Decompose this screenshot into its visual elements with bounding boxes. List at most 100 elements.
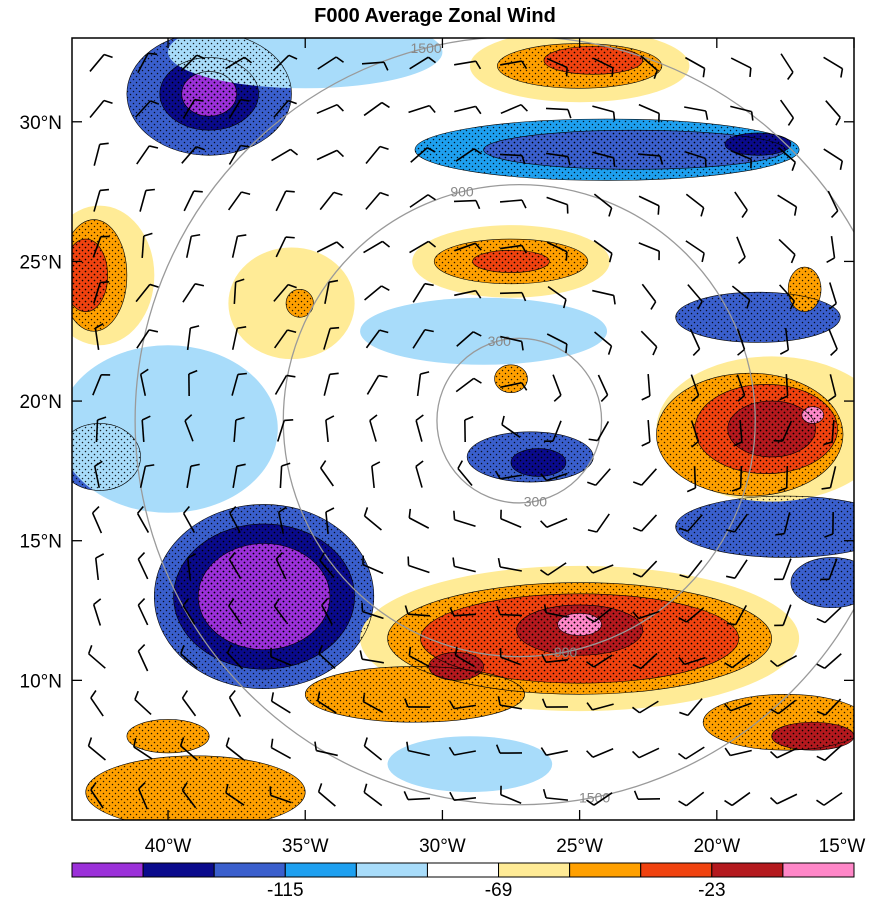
wind-barb	[409, 194, 436, 208]
wind-barb	[816, 745, 842, 762]
x-tick-label: 40°W	[145, 836, 192, 857]
range-ring-label: 300	[524, 493, 548, 509]
x-tick-label: 20°W	[693, 836, 740, 857]
wind-barb	[182, 505, 196, 533]
wind-barb	[319, 552, 335, 578]
wind-barb	[325, 415, 335, 443]
wind-barb	[277, 506, 287, 534]
wind-barb	[733, 419, 743, 447]
wind-barb	[95, 416, 107, 443]
wind-barb	[139, 188, 155, 212]
wind-barb	[93, 460, 103, 488]
wind-barb	[684, 150, 707, 168]
y-tick-label: 10°N	[20, 671, 62, 692]
wind-barb	[499, 648, 522, 666]
stippled-region	[510, 448, 567, 477]
wind-barb	[225, 56, 253, 70]
colorbar: -115-69-232369115	[71, 862, 855, 900]
wind-barb	[730, 57, 752, 77]
wind-barb	[777, 465, 789, 492]
wind-barb	[593, 193, 613, 217]
wind-barb	[464, 415, 474, 443]
wind-barb	[361, 602, 384, 620]
wind-barb	[274, 374, 296, 395]
wind-barb	[823, 56, 844, 78]
wind-barb	[769, 793, 798, 805]
wind-barb	[587, 468, 611, 487]
wind-barb	[317, 783, 336, 807]
colorbar-swatch	[782, 862, 855, 878]
wind-barb	[137, 551, 149, 580]
wind-barb	[586, 607, 613, 623]
wind-barb	[415, 414, 424, 442]
wind-barb	[679, 514, 703, 533]
wind-barb	[828, 282, 838, 310]
wind-barb	[500, 509, 522, 529]
wind-barb	[369, 414, 378, 442]
wind-barb	[690, 420, 700, 448]
wind-barb	[592, 57, 614, 77]
wind-barb	[736, 236, 746, 264]
wind-barb	[186, 553, 197, 581]
wind-barb	[448, 746, 476, 756]
wind-barb	[632, 514, 658, 532]
wind-barb	[827, 374, 837, 402]
wind-barb	[186, 463, 200, 488]
wind-barb	[497, 696, 522, 710]
wind-barb	[92, 598, 102, 626]
wind-barb	[820, 558, 838, 581]
wind-barb	[456, 331, 482, 347]
wind-barb	[89, 99, 113, 119]
wind-barb	[317, 56, 344, 70]
wind-barb	[275, 551, 287, 580]
wind-barb	[540, 472, 568, 482]
wind-barb	[543, 420, 562, 443]
x-tick-label: 15°W	[819, 836, 866, 857]
wind-barb	[685, 56, 706, 78]
wind-barb	[410, 147, 436, 163]
wind-barb	[180, 54, 206, 72]
wind-barb	[689, 328, 701, 357]
wind-barb	[366, 374, 388, 395]
stippled-region	[790, 557, 854, 609]
wind-barb	[228, 689, 242, 717]
wind-barb	[632, 560, 658, 578]
wind-barb	[816, 792, 843, 806]
wind-barb	[770, 699, 797, 715]
wind-barb	[631, 747, 660, 759]
wind-barb	[499, 153, 526, 165]
wind-barb	[225, 783, 245, 806]
wind-barb	[408, 646, 430, 667]
wind-barb	[184, 414, 194, 442]
wind-region	[360, 297, 608, 365]
wind-barb	[92, 281, 110, 304]
wind-barb	[685, 193, 705, 217]
wind-barb	[228, 598, 242, 625]
stippled-region	[724, 132, 792, 156]
wind-barb	[632, 652, 658, 670]
wind-barb	[179, 737, 198, 761]
wind-barb	[449, 791, 477, 801]
wind-barb	[454, 289, 482, 299]
wind-barb	[416, 371, 430, 397]
wind-barb	[494, 470, 522, 480]
wind-barb	[779, 373, 789, 401]
stippled-region	[285, 289, 314, 318]
wind-barb	[403, 791, 431, 801]
wind-barb	[226, 644, 244, 670]
wind-barb	[316, 241, 345, 253]
wind-barb	[228, 551, 242, 579]
wind-barb	[540, 517, 568, 529]
wind-barb	[227, 191, 251, 211]
wind-barb	[679, 698, 703, 717]
wind-barb	[500, 60, 528, 70]
wind-barb	[137, 52, 158, 74]
wind-barb	[408, 508, 430, 529]
wind-barb	[359, 650, 384, 664]
wind-barb	[406, 741, 430, 757]
stippled-region	[304, 666, 526, 723]
wind-barb	[453, 199, 481, 210]
wind-barbs	[87, 52, 844, 810]
wind-barb	[631, 700, 659, 714]
wind-barb	[415, 460, 424, 488]
